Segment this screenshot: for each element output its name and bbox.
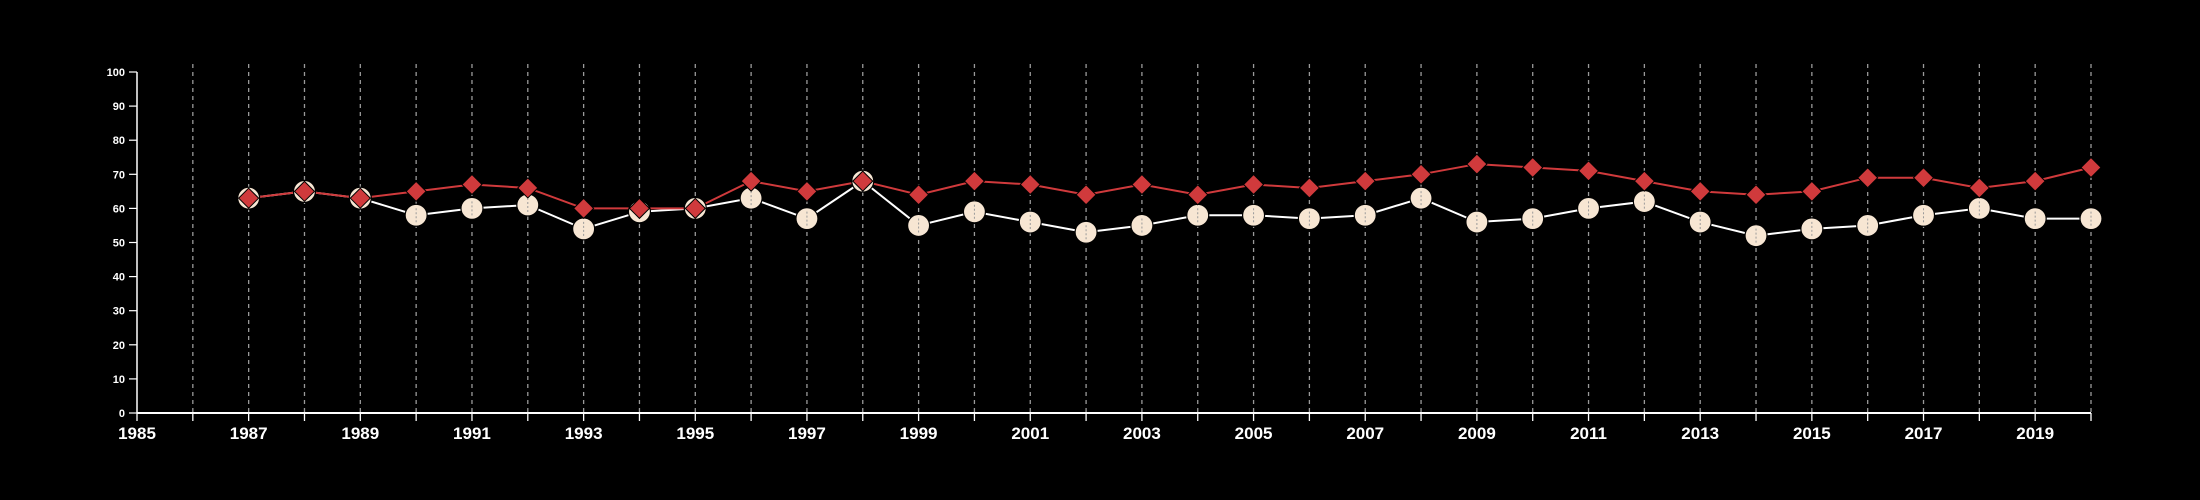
data-point-circle bbox=[1967, 196, 1991, 220]
data-point-diamond bbox=[1633, 170, 1656, 192]
data-point-circle bbox=[404, 203, 428, 227]
data-point-circle bbox=[1297, 207, 1322, 231]
series-markers bbox=[237, 153, 2103, 248]
x-tick-label: 2017 bbox=[1905, 424, 1943, 443]
data-point-circle bbox=[572, 217, 596, 241]
data-point-circle bbox=[1241, 203, 1266, 227]
data-point-circle bbox=[1856, 213, 1880, 238]
x-tick-label: 1987 bbox=[230, 424, 268, 443]
y-tick-label: 70 bbox=[113, 169, 125, 181]
data-point-diamond bbox=[461, 173, 483, 196]
data-point-diamond bbox=[517, 177, 539, 199]
x-tick-label: 2003 bbox=[1123, 424, 1161, 443]
data-point-circle bbox=[1744, 224, 1768, 248]
data-point-circle bbox=[1911, 203, 1936, 227]
data-point-diamond bbox=[907, 184, 930, 206]
vertical-gridlines bbox=[192, 64, 2092, 413]
x-tick-label: 1991 bbox=[453, 424, 491, 443]
data-point-circle bbox=[1018, 210, 1042, 234]
data-point-circle bbox=[460, 196, 484, 220]
x-tick-label: 2013 bbox=[1681, 424, 1719, 443]
data-point-diamond bbox=[852, 170, 874, 192]
y-tick-label: 90 bbox=[113, 101, 125, 113]
y-tick-label: 40 bbox=[113, 272, 125, 284]
x-tick-label: 1985 bbox=[118, 424, 156, 443]
data-point-diamond bbox=[293, 180, 316, 203]
data-point-diamond bbox=[1354, 170, 1376, 192]
data-point-diamond bbox=[1019, 173, 1041, 196]
data-point-diamond bbox=[1801, 180, 1823, 203]
data-point-circle bbox=[2079, 207, 2103, 231]
data-point-circle bbox=[1353, 203, 1377, 227]
data-point-circle bbox=[1074, 220, 1098, 244]
data-point-circle bbox=[906, 213, 931, 238]
data-point-diamond bbox=[1745, 184, 1767, 206]
data-point-diamond bbox=[740, 170, 762, 192]
axes: 0 10 20 30 40 50 60 70 80 90 100 1985 1987 1989 1991 19… bbox=[107, 67, 2092, 443]
data-point-circle bbox=[1409, 186, 1433, 210]
x-tick-label: 1995 bbox=[676, 424, 714, 443]
data-point-diamond bbox=[1187, 184, 1209, 206]
data-point-diamond bbox=[684, 197, 706, 220]
data-point-circle bbox=[1130, 213, 1154, 238]
data-point-diamond bbox=[1577, 160, 1600, 182]
y-tick-label: 0 bbox=[119, 408, 125, 420]
x-tick-label: 1997 bbox=[788, 424, 826, 443]
x-tick-label: 2009 bbox=[1458, 424, 1496, 443]
data-point-diamond bbox=[572, 197, 595, 220]
x-tick-label: 1989 bbox=[341, 424, 379, 443]
x-tick-label: 2005 bbox=[1235, 424, 1273, 443]
x-tick-label: 1999 bbox=[900, 424, 938, 443]
x-tick-label: 2015 bbox=[1793, 424, 1831, 443]
data-point-diamond bbox=[1968, 177, 1991, 199]
data-point-diamond bbox=[349, 187, 372, 209]
data-point-diamond bbox=[2024, 170, 2046, 192]
data-point-circle bbox=[795, 207, 819, 231]
data-point-diamond bbox=[405, 180, 427, 203]
data-point-circle bbox=[1521, 207, 1545, 231]
data-point-diamond bbox=[1131, 173, 1153, 196]
data-point-diamond bbox=[2080, 156, 2102, 179]
data-point-diamond bbox=[1856, 167, 1879, 189]
data-point-circle bbox=[1186, 203, 1210, 227]
data-point-circle bbox=[2023, 207, 2047, 231]
y-tick-label: 10 bbox=[113, 374, 125, 386]
y-tick-label: 20 bbox=[113, 340, 125, 352]
data-point-diamond bbox=[237, 187, 260, 209]
x-tick-label: 2019 bbox=[2016, 424, 2054, 443]
data-point-diamond bbox=[628, 197, 651, 220]
data-point-diamond bbox=[1075, 184, 1097, 206]
data-point-circle bbox=[1632, 189, 1656, 214]
data-point-circle bbox=[962, 200, 987, 224]
data-point-diamond bbox=[1410, 163, 1432, 186]
data-point-circle bbox=[1576, 196, 1601, 220]
data-point-diamond bbox=[1522, 156, 1544, 179]
y-tick-label: 50 bbox=[113, 238, 125, 250]
series-line-diamond bbox=[248, 163, 2092, 210]
y-tick-label: 60 bbox=[113, 203, 125, 215]
data-point-diamond bbox=[1912, 167, 1935, 189]
data-point-diamond bbox=[963, 170, 986, 192]
data-point-circle bbox=[1465, 210, 1489, 234]
data-point-diamond bbox=[1689, 180, 1711, 203]
y-tick-label: 30 bbox=[113, 306, 125, 318]
data-point-circle bbox=[1800, 217, 1824, 241]
y-tick-label: 80 bbox=[113, 135, 125, 147]
data-point-diamond bbox=[1466, 153, 1488, 175]
series-lines bbox=[248, 163, 2092, 237]
y-tick-label: 100 bbox=[107, 67, 125, 79]
data-point-circle bbox=[1688, 210, 1712, 234]
x-tick-label: 1993 bbox=[565, 424, 603, 443]
x-tick-label: 2011 bbox=[1570, 424, 1607, 443]
x-tick-label: 2007 bbox=[1346, 424, 1384, 443]
data-point-diamond bbox=[796, 180, 818, 203]
x-tick-label: 2001 bbox=[1011, 424, 1049, 443]
data-point-diamond bbox=[1298, 177, 1321, 199]
series-line-circle bbox=[248, 179, 2091, 237]
data-point-diamond bbox=[1242, 173, 1265, 196]
